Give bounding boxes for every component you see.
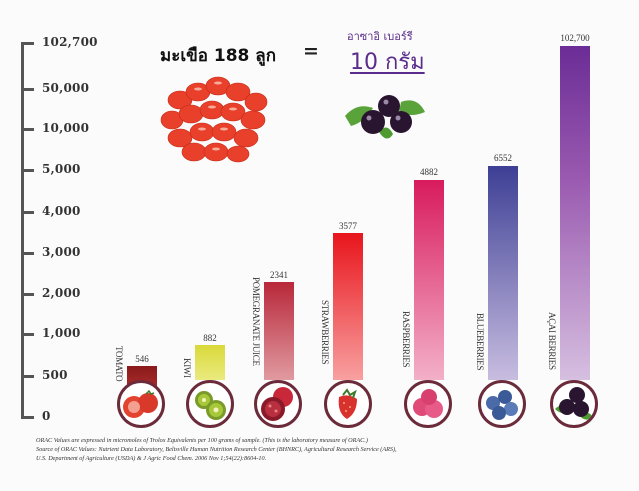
bar-value-strawberries: 3577	[339, 221, 357, 231]
bar-value-kiwi: 882	[203, 333, 217, 343]
strawberry-icon	[324, 380, 372, 428]
bar-label-pomegranate-juice: POMEGRANATE JUICE	[251, 277, 261, 366]
y-tick-label: 2,000	[42, 286, 81, 300]
y-tick	[21, 169, 34, 172]
bar-raspberries	[414, 180, 444, 380]
bar-label-kiwi: KIWI	[182, 358, 192, 378]
y-tick-label: 500	[42, 368, 68, 382]
y-tick-label: 4,000	[42, 204, 81, 218]
y-tick-label: 0	[42, 409, 51, 423]
y-tick-label: 1,000	[42, 326, 81, 340]
pomegranate-icon	[254, 380, 302, 428]
y-tick-label: 5,000	[42, 162, 81, 176]
y-tick	[21, 333, 34, 336]
y-tick-label: 50,000	[42, 81, 90, 95]
y-tick	[21, 252, 34, 255]
bar-value-acai-berries: 102,700	[560, 33, 590, 43]
bar-strawberries	[333, 233, 363, 380]
footnote-line-3: U.S. Department of Agriculture (USDA) & …	[36, 455, 267, 462]
bar-pomegranate-juice	[264, 282, 294, 380]
bar-acai-berries	[560, 46, 590, 380]
acai-icon	[550, 380, 598, 428]
cherry-tomatoes-image	[160, 76, 268, 163]
bar-label-tomato: TOMATO	[114, 346, 124, 382]
footnote-line-2: Source of ORAC Values: Nutrient Data Lab…	[36, 446, 397, 453]
y-tick	[21, 88, 34, 91]
bar-blueberries	[488, 166, 518, 380]
bar-value-tomato: 546	[135, 354, 149, 364]
bar-value-pomegranate-juice: 2341	[270, 270, 288, 280]
headline-left: มะเขือ 188 ลูก	[160, 46, 277, 66]
headline-right-big: 10 กรัม	[350, 50, 425, 75]
y-tick	[21, 128, 34, 131]
blueberry-icon	[478, 380, 526, 428]
raspberry-icon	[404, 380, 452, 428]
headline-right-small: อาซาอิ เบอร์รี	[347, 30, 413, 43]
bar-kiwi	[195, 345, 225, 380]
y-tick	[21, 293, 34, 296]
kiwi-icon	[186, 380, 234, 428]
bar-label-acai-berries: AÇAI BERRIES	[547, 312, 557, 370]
y-tick	[21, 375, 34, 378]
footnote: ORAC Values are expressed in micromoles …	[36, 436, 576, 463]
bar-label-blueberries: BLUEBERRIES	[475, 313, 485, 371]
y-tick-label: 3,000	[42, 245, 81, 259]
bar-label-strawberries: STRAWBERRIES	[320, 300, 330, 365]
bar-value-blueberries: 6552	[494, 153, 512, 163]
y-axis-line	[21, 42, 24, 419]
bar-label-raspberries: RASPBERRIES	[401, 311, 411, 368]
y-tick	[21, 42, 34, 45]
y-tick	[21, 211, 34, 214]
footnote-line-1: ORAC Values are expressed in micromoles …	[36, 437, 368, 444]
y-tick-label: 10,000	[42, 121, 90, 135]
y-tick-label: 102,700	[42, 35, 98, 49]
acai-berries-image	[345, 95, 425, 139]
tomato-icon	[117, 380, 165, 428]
bar-value-raspberries: 4882	[420, 167, 438, 177]
headline-equals: =	[303, 40, 319, 62]
y-tick	[21, 416, 34, 419]
